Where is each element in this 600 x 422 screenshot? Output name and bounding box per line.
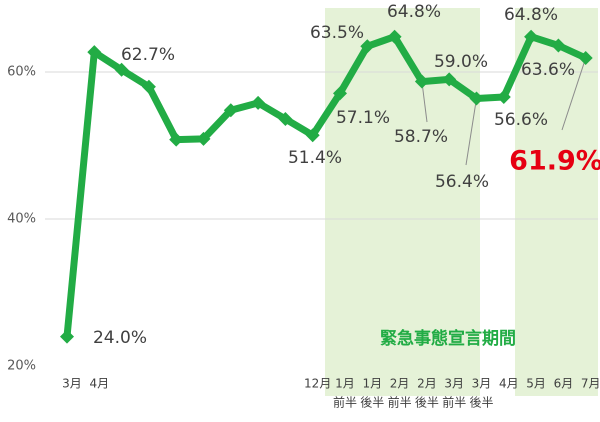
x-tick-sublabel: 前半: [442, 395, 466, 410]
y-tick-label: 60%: [7, 65, 36, 80]
point-marker: [387, 29, 402, 44]
x-tick-label: 1月: [362, 377, 382, 391]
data-label: 56.6%: [494, 110, 548, 130]
x-tick-label: 3月: [444, 377, 464, 391]
x-tick-label: 5月: [526, 377, 546, 391]
x-tick-label: 4月: [89, 377, 109, 391]
x-tick-label: 3月: [62, 377, 82, 391]
data-label: 61.9%: [509, 146, 600, 177]
x-tick-sublabel: 後半: [469, 396, 493, 410]
point-marker: [278, 112, 293, 127]
leader-line: [421, 81, 428, 123]
data-label: 63.5%: [310, 23, 364, 43]
data-label: 63.6%: [521, 60, 575, 80]
data-label: 59.0%: [434, 52, 488, 72]
x-tick-label: 3月: [472, 377, 492, 391]
data-label: 58.7%: [394, 127, 448, 147]
point-marker: [223, 103, 238, 118]
point-marker: [87, 45, 102, 60]
data-label: 24.0%: [93, 328, 147, 348]
point-marker: [333, 86, 347, 101]
data-label: 64.8%: [504, 5, 558, 25]
x-tick-sublabel: 前半: [333, 395, 357, 410]
x-tick-label: 6月: [554, 377, 574, 391]
annotation: 緊急事態宣言期間: [380, 328, 516, 349]
y-tick-label: 20%: [7, 359, 36, 374]
x-tick-label: 2月: [390, 377, 410, 391]
leader-line: [561, 57, 587, 131]
leader-line: [465, 98, 477, 166]
point-marker: [141, 79, 156, 94]
data-label: 64.8%: [387, 2, 441, 22]
point-marker: [60, 329, 74, 344]
x-tick-label: 7月: [581, 377, 600, 391]
point-marker: [551, 38, 566, 53]
data-label: 57.1%: [336, 108, 390, 128]
x-tick-label: 4月: [499, 377, 519, 391]
background-layer: [325, 8, 598, 396]
x-tick-label: 1月: [335, 377, 355, 391]
point-marker: [196, 131, 211, 146]
point-marker: [414, 74, 429, 89]
point-marker: [578, 51, 593, 66]
point-marker: [496, 89, 511, 104]
point-marker: [524, 29, 539, 44]
x-tick-sublabel: 後半: [415, 396, 439, 410]
point-marker: [305, 128, 320, 143]
y-tick-label: 40%: [7, 212, 36, 227]
point-marker: [442, 72, 457, 87]
x-tick-label: 12月: [304, 377, 331, 391]
point-marker: [469, 91, 484, 106]
data-label: 56.4%: [435, 172, 489, 192]
point-marker: [114, 62, 129, 77]
point-marker: [169, 132, 184, 147]
x-tick-sublabel: 前半: [388, 395, 412, 410]
point-marker: [360, 39, 375, 54]
x-tick-label: 2月: [417, 377, 437, 391]
x-tick-sublabel: 後半: [360, 396, 384, 410]
highlight-band: [515, 8, 598, 396]
data-label: 62.7%: [121, 45, 175, 65]
data-label: 51.4%: [288, 148, 342, 168]
point-marker: [251, 95, 266, 110]
